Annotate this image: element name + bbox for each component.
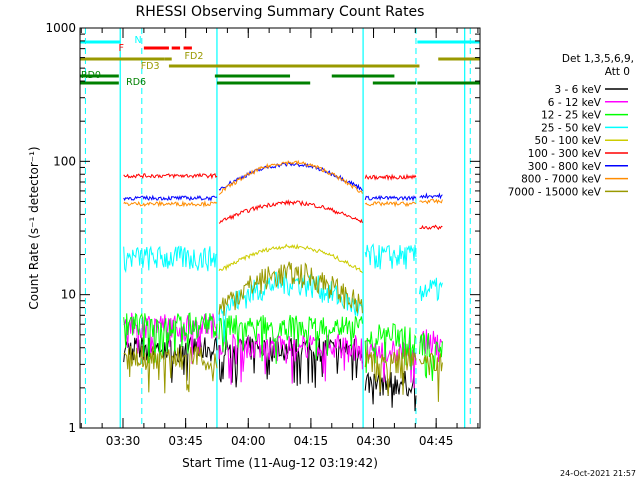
series-trace (218, 159, 363, 195)
legend-header-detectors: Det 1,3,5,6,9, (562, 53, 634, 65)
series-trace (218, 314, 363, 364)
series-trace (123, 245, 218, 274)
series-trace (419, 353, 443, 402)
series-trace (364, 173, 417, 182)
x-tick-label: 04:45 (419, 434, 454, 448)
axes: 1 10 100 1000 03:30 03:45 04:00 04:15 04:30 04:45 (45, 21, 481, 448)
flag-label: FD2 (185, 51, 204, 62)
series-trace (218, 333, 363, 385)
series-trace (419, 332, 443, 382)
flag-label: RD0 (81, 70, 101, 81)
plot-frame (79, 27, 481, 429)
legend-header-attenuator: Att 0 (605, 66, 630, 78)
y-tick-label: 1000 (45, 21, 76, 35)
series-trace (419, 224, 443, 231)
legend-label: 800 - 7000 keV (521, 174, 602, 186)
series-trace (419, 192, 443, 200)
x-tick-label: 04:15 (294, 434, 329, 448)
legend-label: 25 - 50 keV (541, 122, 602, 134)
series-trace (419, 277, 443, 302)
flag-bars: NF FD2 FD3 RD0 RD6 (80, 35, 480, 88)
x-tick-label: 03:30 (106, 434, 141, 448)
series-trace (218, 199, 363, 224)
y-tick-label: 1 (68, 421, 76, 435)
y-axis-label: Count Rate (s⁻¹ detector⁻¹) (27, 146, 41, 309)
y-tick-label: 100 (53, 154, 76, 168)
legend-label: 50 - 100 keV (534, 135, 601, 147)
flag-label: N (134, 35, 141, 46)
legend-label: 6 - 12 keV (548, 97, 602, 109)
series-trace (364, 323, 417, 373)
series-trace (364, 200, 417, 208)
legend-label: 300 - 800 keV (528, 161, 602, 173)
series-trace (123, 344, 218, 394)
legend-label: 100 - 300 keV (528, 148, 602, 160)
series-lines (84, 28, 471, 428)
y-tick-label: 10 (61, 288, 76, 302)
flag-label: FD3 (141, 61, 160, 72)
flag-label: RD6 (126, 77, 146, 88)
chart-title: RHESSI Observing Summary Count Rates (136, 4, 425, 20)
series-trace (364, 194, 417, 202)
series-trace (364, 243, 417, 270)
series-trace (123, 200, 218, 208)
series-trace (364, 371, 417, 412)
series-trace (123, 194, 218, 202)
legend-label: 12 - 25 keV (541, 110, 602, 122)
series-trace (218, 261, 363, 316)
series-trace (419, 329, 443, 363)
legend-label: 7000 - 15000 keV (508, 186, 602, 198)
plot-timestamp: 24-Oct-2021 21:57 (560, 469, 636, 478)
x-tick-label: 03:45 (168, 434, 203, 448)
x-tick-label: 04:00 (231, 434, 266, 448)
x-tick-label: 04:30 (356, 434, 391, 448)
series-trace (218, 243, 363, 274)
series-trace (419, 198, 443, 205)
series-trace (123, 172, 218, 180)
x-axis-label: Start Time (11-Aug-12 03:19:42) (182, 456, 378, 470)
series-trace (218, 161, 363, 192)
series-trace (123, 312, 218, 364)
flag-label: F (118, 43, 123, 54)
series-trace (364, 347, 417, 396)
legend-label: 3 - 6 keV (554, 84, 601, 96)
